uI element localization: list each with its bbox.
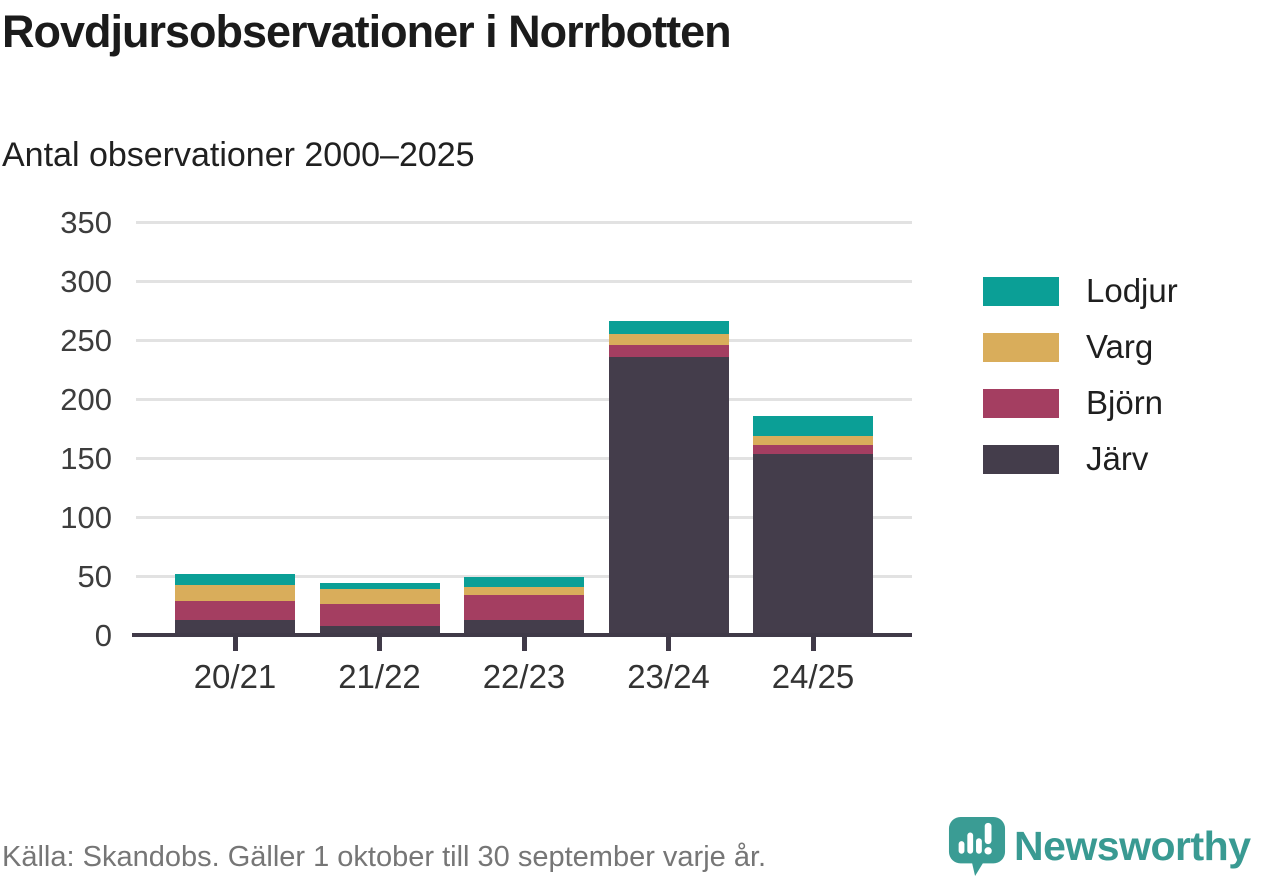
bar-segment-jarv xyxy=(753,454,873,635)
legend-label: Björn xyxy=(1086,384,1164,421)
x-axis-line xyxy=(132,633,912,637)
gridline xyxy=(136,279,912,283)
x-axis-tick xyxy=(232,637,238,651)
x-axis-tick xyxy=(666,637,671,651)
legend-item-lodjur: Lodjur xyxy=(983,263,1178,319)
x-axis-tick xyxy=(810,637,816,651)
stacked-bar-20-21 xyxy=(175,573,295,635)
bar-segment-jarv xyxy=(319,625,440,635)
legend-label: Lodjur xyxy=(1086,272,1178,309)
legend-swatch xyxy=(983,332,1059,362)
bar-segment-varg xyxy=(175,585,295,601)
legend-label: Järv xyxy=(1086,440,1149,477)
y-tick-label: 350 xyxy=(60,205,112,240)
legend-item-bjorn: Björn xyxy=(983,375,1178,431)
legend-item-varg: Varg xyxy=(983,319,1178,375)
stacked-bar-23-24 xyxy=(608,321,729,635)
y-tick-label: 100 xyxy=(60,500,112,535)
y-tick-label: 50 xyxy=(77,559,112,594)
gridline xyxy=(136,574,912,578)
gridline xyxy=(136,397,912,401)
bar-segment-bjorn xyxy=(319,604,440,626)
x-tick-label: 23/24 xyxy=(627,658,710,695)
gridline xyxy=(136,515,912,519)
y-axis: 0 50 100 150 200 250 300 350 xyxy=(0,207,112,651)
gridline xyxy=(136,338,912,342)
legend-item-jarv: Järv xyxy=(983,431,1178,487)
x-axis-tick xyxy=(521,637,527,651)
legend-label: Varg xyxy=(1086,328,1154,365)
chart-subtitle: Antal observationer 2000–2025 xyxy=(2,136,475,174)
legend: Lodjur Varg Björn Järv xyxy=(983,263,1178,487)
y-tick-label: 300 xyxy=(60,264,112,299)
stacked-bar-22-23 xyxy=(464,577,584,635)
x-axis-tick xyxy=(377,637,382,651)
bar-segment-varg xyxy=(608,334,729,345)
bar-segment-bjorn xyxy=(753,445,873,455)
bar-segment-lodjur xyxy=(464,577,584,587)
gridline xyxy=(136,220,912,224)
legend-swatch xyxy=(983,444,1059,474)
y-tick-label: 150 xyxy=(60,441,112,476)
bar-segment-lodjur xyxy=(608,321,729,335)
x-tick-label: 20/21 xyxy=(193,658,277,695)
bar-segment-jarv xyxy=(464,619,584,635)
plot-area xyxy=(132,220,912,651)
bar-segment-bjorn xyxy=(464,594,584,620)
x-tick-label: 21/22 xyxy=(338,658,421,695)
bar-segment-bjorn xyxy=(175,600,295,620)
source-note: Källa: Skandobs. Gäller 1 oktober till 3… xyxy=(2,841,767,873)
bar-segment-jarv xyxy=(608,356,729,635)
bar-segment-lodjur xyxy=(753,415,873,436)
chart-title: Rovdjursobservationer i Norrbotten xyxy=(2,6,732,57)
y-tick-label: 200 xyxy=(60,382,112,417)
gridline xyxy=(136,456,912,460)
y-tick-label: 250 xyxy=(60,323,112,358)
stacked-bar-21-22 xyxy=(319,583,440,635)
newsworthy-logo: Newsworthy xyxy=(948,816,1251,877)
bar-segment-jarv xyxy=(175,619,295,635)
bar-segment-bjorn xyxy=(608,344,729,357)
bar-segment-lodjur xyxy=(175,573,295,586)
stacked-bar-24-25 xyxy=(753,415,873,635)
x-axis-labels: 20/21 21/22 22/23 23/24 24/25 xyxy=(136,658,912,704)
bar-segment-lodjur xyxy=(319,583,440,589)
legend-swatch xyxy=(983,388,1059,418)
newsworthy-wordmark: Newsworthy xyxy=(1014,823,1251,869)
newsworthy-logo-icon xyxy=(948,817,1006,876)
x-tick-label: 24/25 xyxy=(771,658,855,695)
bar-segment-varg xyxy=(753,435,873,446)
bar-segment-varg xyxy=(319,589,440,605)
y-tick-label: 0 xyxy=(94,618,112,653)
legend-swatch xyxy=(983,276,1059,306)
x-tick-label: 22/23 xyxy=(482,658,566,695)
bar-segment-varg xyxy=(464,586,584,595)
